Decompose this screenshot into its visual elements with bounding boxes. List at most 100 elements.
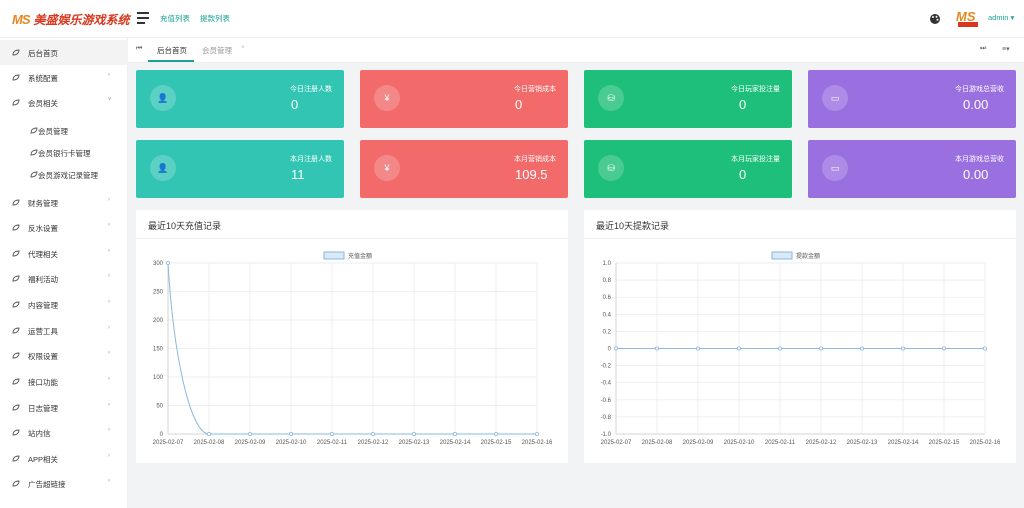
data-point [288, 431, 293, 436]
stat-label: 本月营销成本 [514, 156, 556, 163]
recharge-list-link[interactable]: 充值列表 [160, 14, 190, 23]
y-tick-label: 150 [153, 347, 164, 353]
x-tick-label: 2025-02-09 [683, 440, 714, 446]
logo-mark: MS [12, 11, 30, 27]
sidebar-item[interactable]: 代理相关 › [0, 241, 128, 266]
sidebar-item[interactable]: 接口功能 › [0, 369, 128, 394]
x-tick-label: 2025-02-08 [194, 440, 225, 446]
chevron-icon: › [108, 478, 110, 484]
y-tick-label: 300 [153, 261, 164, 267]
data-point [370, 431, 375, 436]
sidebar-item[interactable]: 反水设置 › [0, 215, 128, 240]
stat-value: 11 [291, 167, 305, 182]
leaf-icon [12, 480, 20, 487]
sidebar-subitem[interactable]: 会员管理 [0, 118, 128, 143]
sidebar-item-label: 权限设置 [28, 352, 58, 361]
leaf-icon [30, 171, 38, 178]
leaf-icon [30, 127, 38, 134]
sidebar-item[interactable]: 运营工具 › [0, 318, 128, 343]
sidebar-item[interactable]: 系统配置 › [0, 65, 128, 90]
sidebar-item[interactable]: 会员相关 ˅ [0, 90, 128, 115]
logo[interactable]: MS 美盛娱乐游戏系统 [12, 10, 130, 28]
sidebar-item-label: 代理相关 [28, 250, 58, 259]
recharge-chart-panel: 最近10天充值记录 充值金额 0 50 100 150 200 250 300 2025-02-… [136, 210, 568, 463]
x-tick-label: 2025-02-08 [642, 440, 673, 446]
sidebar-item[interactable]: 日志管理 › [0, 395, 128, 420]
y-tick-label: 100 [153, 375, 164, 381]
stat-value: 0 [291, 97, 299, 112]
sidebar-item[interactable]: 站内信 › [0, 420, 128, 445]
sidebar-subitem[interactable]: 会员游戏记录管理 [0, 162, 128, 187]
stat-card: 👤 本月注册人数 11 [136, 140, 344, 198]
x-tick-label: 2025-02-16 [522, 440, 553, 446]
tab-next-button[interactable]: ⏭ [980, 45, 987, 52]
active-tab-indicator [148, 60, 194, 62]
data-point [900, 346, 905, 351]
leaf-icon [12, 378, 20, 385]
sidebar-item-label: 内容管理 [28, 301, 58, 310]
sidebar-item-label: 站内信 [28, 429, 51, 438]
stat-value: 0 [739, 97, 747, 112]
legend-label: 提款金额 [796, 252, 820, 260]
stat-card: ▭ 今日游戏总营收 0.00 [808, 70, 1016, 128]
leaf-icon [12, 301, 20, 308]
sidebar-item[interactable]: 权限设置 › [0, 343, 128, 368]
user-menu[interactable]: admin ▾ [988, 13, 1015, 22]
bet-icon: ⛁ [598, 85, 624, 111]
sidebar-item[interactable]: 广告超链接 › [0, 471, 128, 496]
stat-card: ¥ 今日营销成本 0 [360, 70, 568, 128]
close-icon[interactable]: × [241, 45, 245, 51]
yen-icon: ¥ [374, 155, 400, 181]
user-icon: 👤 [150, 85, 176, 111]
leaf-icon [12, 455, 20, 462]
chart-title: 最近10天充值记录 [148, 221, 222, 231]
menu-toggle-icon[interactable] [137, 12, 149, 24]
chevron-icon: › [108, 299, 110, 305]
sidebar-item-label: 会员管理 [38, 127, 68, 136]
tab-home[interactable]: 后台首页 [157, 46, 187, 55]
top-bar: MS 美盛娱乐游戏系统 充值列表 提款列表 MS admin ▾ [0, 0, 1024, 38]
stat-label: 今日游戏总营收 [955, 86, 1004, 93]
data-point [941, 346, 946, 351]
money-icon: ▭ [822, 155, 848, 181]
legend-label: 充值金额 [348, 252, 372, 260]
y-tick-label: 1.0 [603, 261, 612, 267]
leaf-icon [12, 352, 20, 359]
avatar[interactable]: MS [954, 7, 982, 29]
chevron-icon: › [108, 325, 110, 331]
tab-member-management[interactable]: 会员管理 [202, 46, 232, 55]
x-tick-label: 2025-02-15 [481, 440, 512, 446]
sidebar-item-label: 后台首页 [28, 49, 58, 58]
data-point [696, 346, 701, 351]
chevron-icon: › [108, 197, 110, 203]
sidebar-item-label: 会员相关 [28, 99, 58, 108]
x-tick-label: 2025-02-14 [888, 440, 919, 446]
money-icon: ▭ [822, 85, 848, 111]
x-tick-label: 2025-02-15 [929, 440, 960, 446]
sidebar-subitem[interactable]: 会员银行卡管理 [0, 140, 128, 165]
withdraw-list-link[interactable]: 提款列表 [200, 14, 230, 23]
leaf-icon [12, 99, 20, 106]
leaf-icon [12, 49, 20, 56]
tab-prev-button[interactable]: ⏮ [136, 45, 143, 52]
sidebar-item[interactable]: 后台首页 [0, 40, 128, 65]
app-title: 美盛娱乐游戏系统 [33, 12, 130, 27]
avatar-label: MS [956, 9, 976, 24]
tab-menu-button[interactable]: ≡▾ [1002, 46, 1010, 53]
stat-card: ▭ 本月游戏总营收 0.00 [808, 140, 1016, 198]
stat-card: 👤 今日注册人数 0 [136, 70, 344, 128]
data-point [613, 346, 618, 351]
sidebar-item-label: 运营工具 [28, 327, 58, 336]
sidebar-item[interactable]: APP相关 › [0, 446, 128, 471]
divider [136, 238, 568, 239]
palette-icon[interactable] [929, 13, 941, 25]
leaf-icon [12, 74, 20, 81]
leaf-icon [12, 275, 20, 282]
sidebar-item[interactable]: 内容管理 › [0, 292, 128, 317]
data-point [165, 260, 170, 265]
leaf-icon [30, 149, 38, 156]
tab-bar: ⏮ 后台首页 会员管理 × ⏭ ≡▾ [128, 38, 1024, 63]
sidebar-item-label: 会员游戏记录管理 [38, 171, 98, 180]
sidebar-item[interactable]: 福利活动 › [0, 266, 128, 291]
sidebar-item[interactable]: 财务管理 › [0, 190, 128, 215]
